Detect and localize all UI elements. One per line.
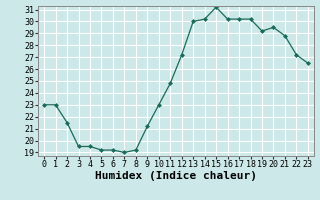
X-axis label: Humidex (Indice chaleur): Humidex (Indice chaleur) [95,171,257,181]
